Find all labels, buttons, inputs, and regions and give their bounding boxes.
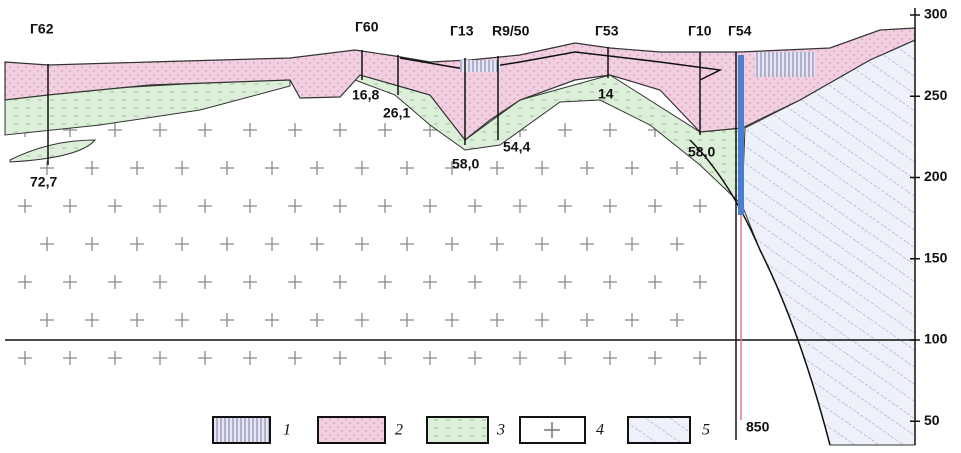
well-label: Г54 bbox=[728, 23, 752, 39]
scale-label: 150 bbox=[924, 249, 948, 265]
depth-label: 16,8 bbox=[352, 87, 379, 103]
legend-number: 2 bbox=[395, 422, 403, 439]
vertical-hatch bbox=[755, 52, 815, 77]
scale-label: 100 bbox=[924, 331, 948, 347]
page: Г62 Г60 Г13 R9/50 Г53 Г10 Г54 72,7 16,8 … bbox=[0, 0, 961, 453]
legend-number: 3 bbox=[496, 422, 505, 439]
well-label: Г62 bbox=[30, 21, 54, 37]
depth-label: 14 bbox=[598, 86, 614, 102]
legend-number: 5 bbox=[702, 422, 710, 439]
legend-swatch bbox=[427, 417, 488, 443]
depth-label: 72,7 bbox=[30, 174, 57, 190]
depth-label: 58,0 bbox=[688, 144, 715, 160]
scale-label: 250 bbox=[924, 87, 948, 103]
legend-swatch bbox=[318, 417, 385, 443]
legend-number: 1 bbox=[283, 422, 291, 439]
depth-label: 26,1 bbox=[383, 105, 410, 121]
depth-label: 58,0 bbox=[452, 156, 479, 172]
well-blue bbox=[738, 55, 744, 215]
well-label: Г10 bbox=[688, 23, 712, 39]
cross-section: Г62 Г60 Г13 R9/50 Г53 Г10 Г54 72,7 16,8 … bbox=[0, 0, 961, 453]
well-label: Г13 bbox=[450, 23, 474, 39]
vertical-hatch bbox=[460, 60, 500, 72]
legend-swatch bbox=[628, 417, 690, 443]
well-label: Г53 bbox=[595, 23, 619, 39]
scale-label: 300 bbox=[924, 6, 948, 22]
well-label: R9/50 bbox=[492, 23, 530, 39]
well-label: Г60 bbox=[355, 19, 379, 35]
scale-label: 50 bbox=[924, 412, 940, 428]
legend-number: 4 bbox=[596, 422, 604, 439]
scale-label: 200 bbox=[924, 168, 948, 184]
legend-swatch bbox=[213, 417, 270, 443]
depth-label: 850 bbox=[746, 419, 770, 435]
depth-label: 54,4 bbox=[503, 139, 530, 155]
